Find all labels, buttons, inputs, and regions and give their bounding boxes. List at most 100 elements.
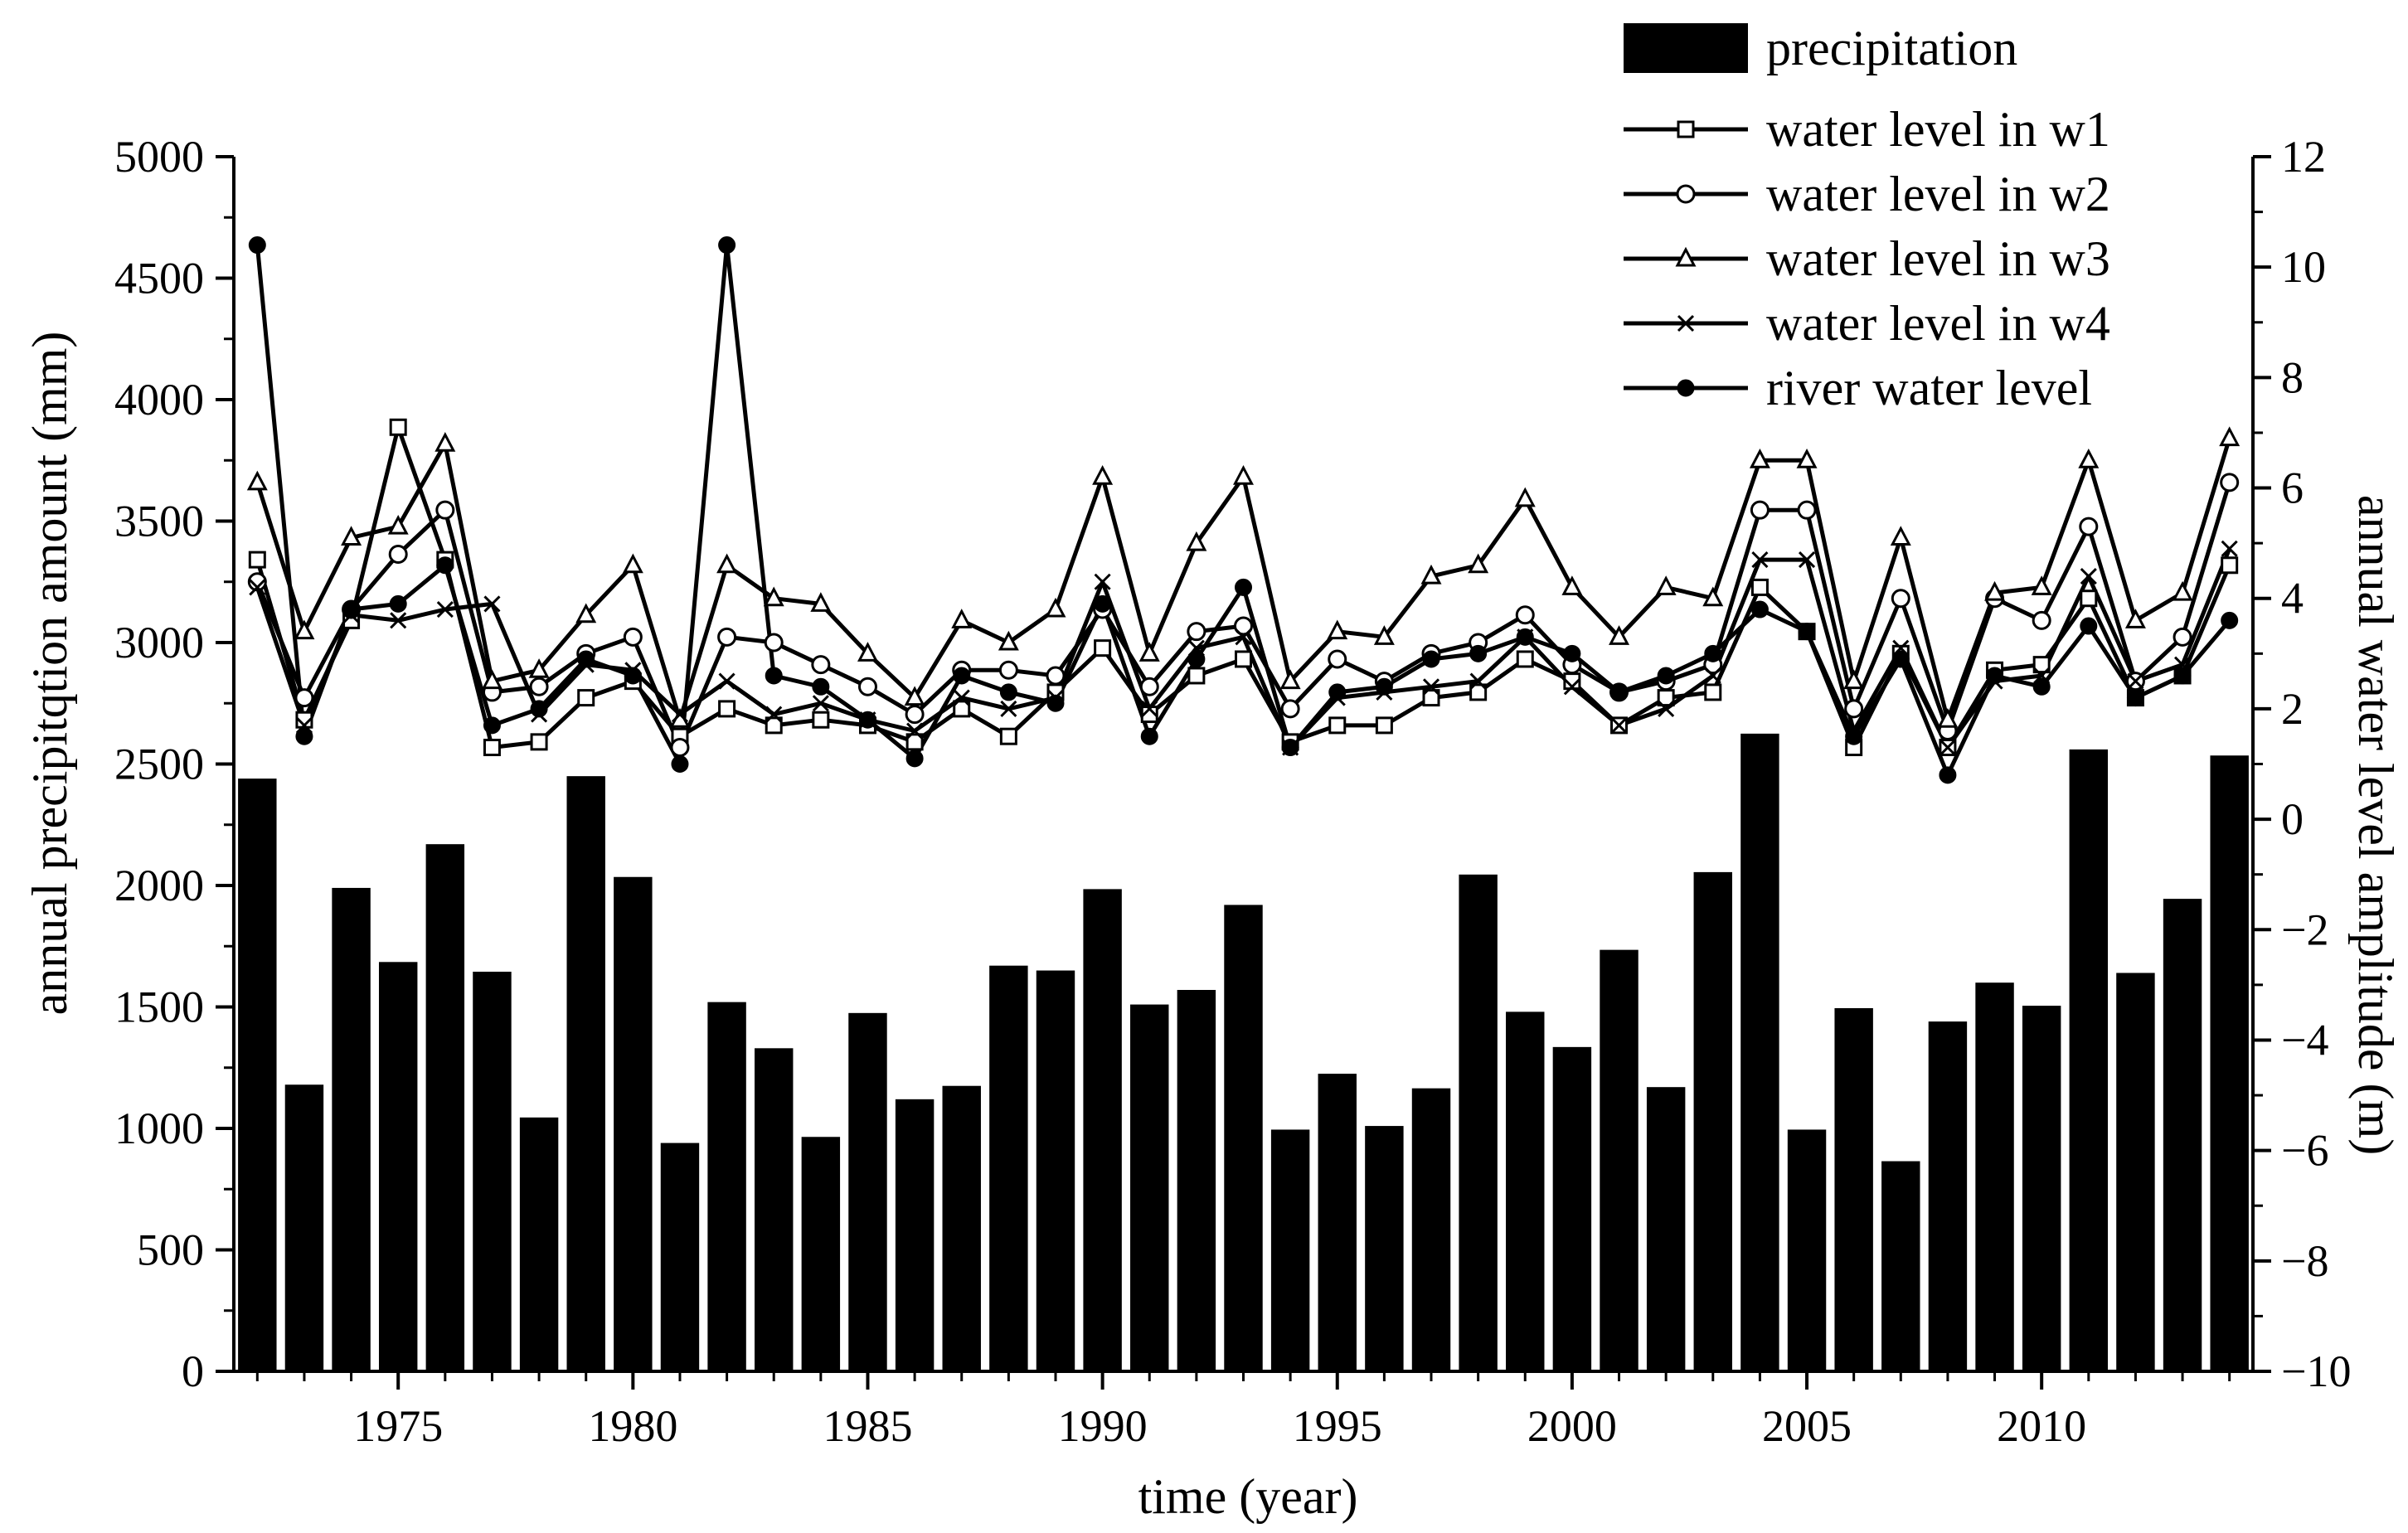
triangle-marker xyxy=(294,619,315,640)
precipitation-bar xyxy=(1083,889,1122,1371)
square-marker xyxy=(530,733,548,751)
triangle-marker xyxy=(1561,575,1583,595)
triangle-marker xyxy=(387,514,409,535)
dot-marker xyxy=(2126,689,2144,707)
x-tick-label: 1975 xyxy=(353,1401,443,1451)
circle-marker xyxy=(1797,500,1817,520)
dot-marker xyxy=(389,594,407,613)
circle-marker xyxy=(2079,517,2099,536)
square-marker xyxy=(577,689,595,707)
legend-label: water level in w1 xyxy=(1766,102,2110,157)
precipitation-bar xyxy=(1270,1129,1310,1371)
precipitation-bar xyxy=(848,1012,887,1371)
triangle-marker xyxy=(904,686,925,706)
triangle-marker xyxy=(1675,246,1697,267)
x-marker xyxy=(906,722,924,740)
triangle-marker xyxy=(1045,597,1066,618)
triangle-marker xyxy=(2172,580,2193,601)
triangle-marker xyxy=(1984,580,2006,601)
precipitation-bar xyxy=(1975,982,2014,1371)
square-marker xyxy=(248,551,266,569)
precipitation-bar xyxy=(1130,1004,1169,1371)
precipitation-bar xyxy=(473,972,512,1371)
x-marker xyxy=(671,706,689,723)
x-marker xyxy=(390,612,407,629)
circle-marker xyxy=(2220,473,2240,492)
series-line xyxy=(255,482,2232,750)
circle-marker xyxy=(670,738,690,758)
triangle-marker xyxy=(1279,669,1301,690)
dot-marker xyxy=(858,711,876,729)
circle-marker xyxy=(435,500,455,520)
precipitation-bar xyxy=(1693,871,1732,1371)
precipitation-bar xyxy=(1834,1007,1873,1371)
precipitation-bar xyxy=(2210,755,2249,1371)
y2-tick-label: 10 xyxy=(2281,242,2326,292)
precipitation-bar xyxy=(755,1048,794,1371)
triangle-marker xyxy=(763,586,784,607)
y-tick-label: 500 xyxy=(137,1225,204,1275)
triangle-marker xyxy=(998,630,1019,651)
dot-marker xyxy=(1375,677,1393,696)
y-tick-label: 4500 xyxy=(114,254,204,303)
precipitation-bar xyxy=(1411,1088,1451,1371)
legend-label: water level in w4 xyxy=(1766,296,2110,351)
square-marker xyxy=(1094,639,1112,657)
dot-marker xyxy=(1094,594,1112,613)
precipitation-bar xyxy=(2163,899,2202,1371)
precipitation-bar xyxy=(332,887,371,1371)
dot-marker xyxy=(765,667,783,685)
circle-marker xyxy=(1750,500,1770,520)
precipitation-bar xyxy=(1318,1074,1357,1371)
circle-marker xyxy=(2032,610,2051,630)
triangle-marker xyxy=(1468,553,1489,574)
precipitation-bar xyxy=(2069,749,2109,1371)
y-tick-label: 5000 xyxy=(114,132,204,182)
circle-marker xyxy=(764,633,784,652)
square-marker xyxy=(1469,683,1488,701)
x-marker xyxy=(2080,568,2097,585)
x-marker xyxy=(765,706,783,723)
triangle-marker xyxy=(716,553,738,574)
y2-tick-label: −8 xyxy=(2281,1236,2328,1286)
dot-marker xyxy=(436,556,454,575)
circle-marker xyxy=(905,705,925,725)
circle-marker xyxy=(247,572,267,592)
square-marker xyxy=(295,711,313,729)
y2-axis-title: annual water level amplitude (m) xyxy=(2348,495,2403,1155)
series-line xyxy=(255,547,2232,750)
y-tick-label: 3000 xyxy=(114,618,204,667)
dot-marker xyxy=(1187,650,1206,668)
square-marker xyxy=(1140,706,1158,724)
x-axis-title: time (year) xyxy=(1138,1469,1358,1524)
y-tick-label: 4000 xyxy=(114,375,204,424)
triangle-marker xyxy=(1890,526,1911,546)
y2-tick-label: −10 xyxy=(2281,1346,2351,1396)
y2-tick-label: 0 xyxy=(2281,794,2304,844)
circle-marker xyxy=(1280,699,1300,719)
triangle-marker xyxy=(1092,465,1114,485)
triangle-marker xyxy=(1702,586,1724,607)
square-marker xyxy=(483,739,501,757)
x-marker xyxy=(1704,667,1721,685)
axes-layer: 0 500 1000 1500 2000 2500 3000 3500 4000 4500 5000… xyxy=(114,132,2351,1451)
triangle-marker xyxy=(1138,642,1160,662)
x-marker xyxy=(1094,573,1111,590)
triangle-marker xyxy=(481,669,502,690)
square-marker xyxy=(1677,120,1695,138)
precipitation-bar xyxy=(1224,905,1263,1371)
x-marker xyxy=(436,600,454,619)
triangle-marker xyxy=(1937,708,1959,728)
x-tick-label: 1985 xyxy=(823,1401,912,1451)
square-marker xyxy=(765,716,783,735)
x-marker xyxy=(2127,672,2144,690)
dot-marker xyxy=(1704,644,1722,662)
x-marker xyxy=(1235,628,1252,646)
dot-marker xyxy=(1657,667,1675,685)
dot-marker xyxy=(812,677,830,696)
triangle-marker xyxy=(1373,625,1395,645)
square-marker xyxy=(1704,683,1722,701)
legend-label: river water level xyxy=(1766,361,2092,415)
